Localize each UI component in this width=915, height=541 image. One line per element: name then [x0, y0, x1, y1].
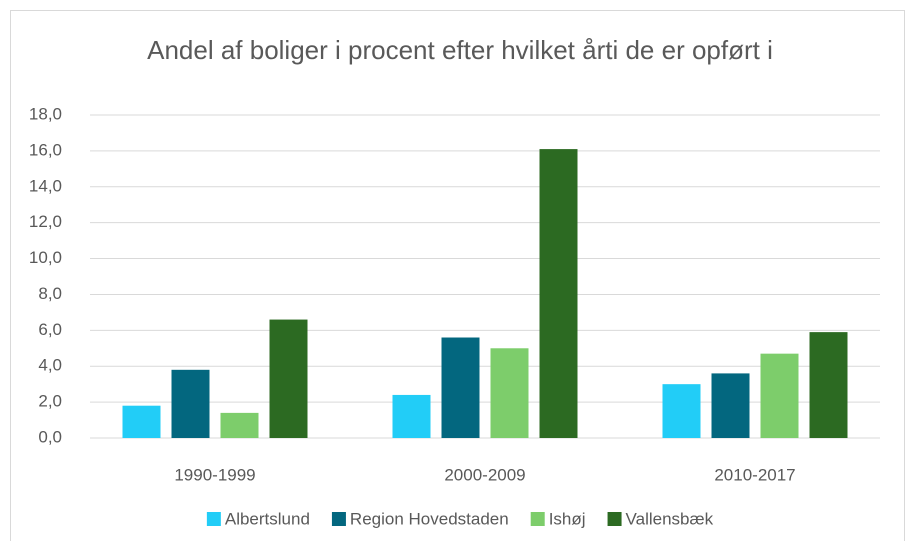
legend-swatch	[530, 512, 545, 526]
legend-swatch	[206, 512, 221, 526]
y-tick-label: 14,0	[29, 176, 62, 195]
x-tick-label: 2010-2017	[714, 465, 795, 484]
y-tick-label: 10,0	[29, 248, 62, 267]
legend-label: Albertslund	[225, 509, 310, 528]
bar	[760, 353, 799, 438]
chart-title: Andel af boliger i procent efter hvilket…	[147, 35, 773, 65]
bar	[809, 332, 848, 438]
y-tick-label: 6,0	[38, 320, 62, 339]
y-tick-label: 8,0	[38, 284, 62, 303]
bar	[171, 369, 210, 438]
legend-swatch	[331, 512, 346, 526]
bar	[711, 373, 750, 438]
y-tick-label: 12,0	[29, 212, 62, 231]
bar	[392, 394, 431, 438]
legend-label: Ishøj	[549, 509, 586, 528]
y-tick-label: 16,0	[29, 140, 62, 159]
y-tick-label: 2,0	[38, 392, 62, 411]
x-tick-label: 2000-2009	[444, 465, 525, 484]
bar	[662, 384, 701, 438]
chart-border	[10, 10, 905, 541]
bar	[269, 319, 308, 438]
legend-swatch	[607, 512, 622, 526]
bar	[220, 412, 259, 438]
bar	[122, 405, 161, 438]
bar	[490, 348, 529, 438]
y-tick-label: 18,0	[29, 104, 62, 123]
bar	[441, 337, 480, 438]
legend-label: Vallensbæk	[626, 509, 714, 528]
bar	[539, 149, 578, 438]
x-tick-label: 1990-1999	[174, 465, 255, 484]
y-tick-label: 0,0	[38, 427, 62, 446]
y-tick-label: 4,0	[38, 356, 62, 375]
legend-label: Region Hovedstaden	[350, 509, 509, 528]
